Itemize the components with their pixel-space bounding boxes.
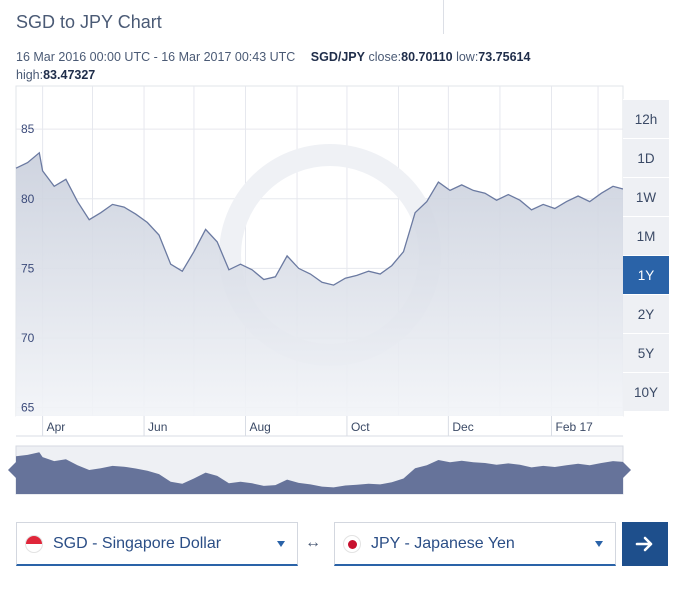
header-divider <box>443 0 444 34</box>
convert-button[interactable] <box>622 522 668 566</box>
x-tick-label: Feb 17 <box>555 420 593 434</box>
x-tick-label: Dec <box>452 420 473 434</box>
y-tick-label: 65 <box>21 401 35 415</box>
y-tick-label: 80 <box>21 192 35 206</box>
timeframe-1y-button[interactable]: 1Y <box>623 255 669 294</box>
y-tick-label: 85 <box>21 122 35 136</box>
to-currency-label: JPY - Japanese Yen <box>371 534 515 552</box>
timeframe-selector: 12h 1D 1W 1M 1Y 2Y 5Y 10Y <box>623 99 669 411</box>
currency-pair: SGD/JPY <box>310 50 365 64</box>
navigator-series <box>16 452 623 494</box>
japan-flag-icon <box>343 534 361 553</box>
timeframe-10y-button[interactable]: 10Y <box>623 372 669 411</box>
x-axis-band <box>16 416 623 436</box>
timeframe-12h-button[interactable]: 12h <box>623 99 669 138</box>
series-line <box>15 151 624 286</box>
timeframe-5y-button[interactable]: 5Y <box>623 333 669 372</box>
y-tick-label: 70 <box>21 331 35 345</box>
timeframe-1m-button[interactable]: 1M <box>623 216 669 255</box>
high-value: 83.47327 <box>43 68 96 82</box>
high-label: high: <box>16 68 44 82</box>
chevron-down-icon <box>595 540 603 547</box>
low-label: low: <box>456 50 479 64</box>
timeframe-1w-button[interactable]: 1W <box>623 177 669 216</box>
close-label: close: <box>368 50 402 64</box>
y-tick-label: 75 <box>21 261 35 275</box>
timeframe-2y-button[interactable]: 2Y <box>623 294 669 333</box>
series-area <box>16 152 623 417</box>
navigator-left-handle[interactable] <box>8 462 16 478</box>
page-title: SGD to JPY Chart <box>16 12 162 32</box>
to-currency-select[interactable]: JPY - Japanese Yen <box>334 522 616 566</box>
x-tick-label: Oct <box>351 420 370 434</box>
close-value: 80.70110 <box>401 50 453 64</box>
low-value: 73.75614 <box>478 50 531 64</box>
arrow-right-icon <box>635 536 653 552</box>
x-tick-label: Aug <box>249 420 270 434</box>
from-currency-select[interactable]: SGD - Singapore Dollar <box>16 522 298 566</box>
exchange-rate-chart[interactable]: 65 70 75 80 85 Apr Jun Aug Oct Dec Feb 17 <box>0 0 688 500</box>
chevron-down-icon <box>277 540 285 547</box>
swap-currencies-button[interactable]: ↔ <box>305 534 321 551</box>
chart-info: 16 Mar 2016 00:00 UTC - 16 Mar 2017 00:4… <box>16 48 616 84</box>
date-range: 16 Mar 2016 00:00 UTC - 16 Mar 2017 00:4… <box>16 50 296 64</box>
timeframe-1d-button[interactable]: 1D <box>623 138 669 177</box>
x-tick-label: Jun <box>148 420 167 434</box>
singapore-flag-icon <box>25 534 43 553</box>
x-tick-label: Apr <box>47 420 66 434</box>
navigator-right-handle[interactable] <box>623 462 631 478</box>
from-currency-label: SGD - Singapore Dollar <box>53 534 222 552</box>
